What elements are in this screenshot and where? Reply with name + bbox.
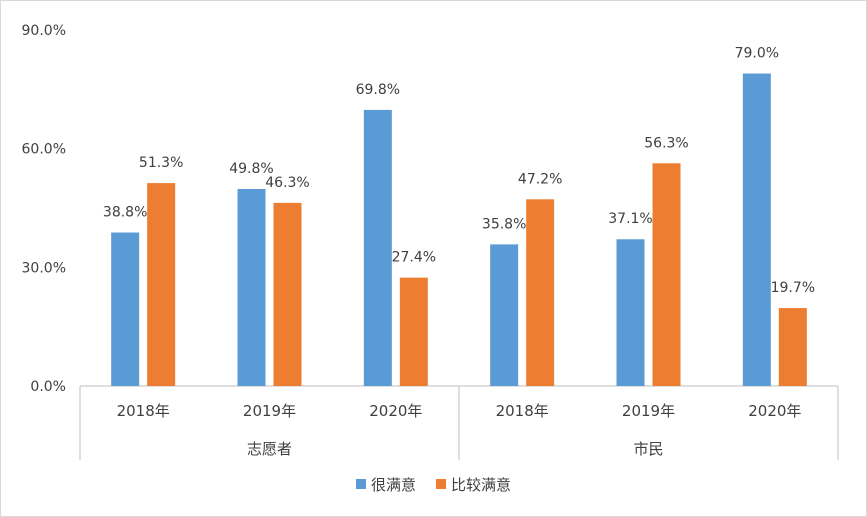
bar-fairly-satisfied <box>526 199 555 386</box>
bar-fairly-satisfied <box>399 277 428 386</box>
y-tick-label: 0.0% <box>30 379 66 395</box>
category-label: 2018年 <box>117 402 170 420</box>
legend-label-very-satisfied: 很满意 <box>371 476 416 494</box>
bar-very-satisfied <box>237 189 266 386</box>
legend-swatch-very-satisfied <box>356 479 366 489</box>
y-tick-label: 30.0% <box>22 260 66 276</box>
group-label: 志愿者 <box>247 440 292 458</box>
data-label: 37.1% <box>608 211 652 227</box>
bar-fairly-satisfied <box>778 308 807 386</box>
data-label: 79.0% <box>735 46 779 62</box>
group-label: 市民 <box>633 440 663 458</box>
y-tick-label: 90.0% <box>22 23 66 39</box>
bar-very-satisfied <box>616 239 645 386</box>
bar-fairly-satisfied <box>273 202 302 386</box>
data-label: 49.8% <box>229 161 273 177</box>
y-tick-label: 60.0% <box>22 142 66 158</box>
data-label: 46.3% <box>265 175 309 191</box>
bar-very-satisfied <box>490 244 519 386</box>
data-label: 27.4% <box>392 250 436 266</box>
bar-fairly-satisfied <box>652 163 681 386</box>
category-label: 2019年 <box>243 402 296 420</box>
bar-very-satisfied <box>111 232 140 386</box>
data-label: 69.8% <box>356 82 400 98</box>
bar-very-satisfied <box>742 73 771 386</box>
data-label: 19.7% <box>771 280 815 296</box>
legend-swatch-fairly-satisfied <box>436 479 446 489</box>
category-label: 2020年 <box>748 402 801 420</box>
data-label: 38.8% <box>103 205 147 221</box>
bar-very-satisfied <box>363 109 392 386</box>
data-label: 56.3% <box>644 135 688 151</box>
bar-fairly-satisfied <box>147 183 176 386</box>
data-label: 35.8% <box>482 216 526 232</box>
category-label: 2020年 <box>369 402 422 420</box>
data-label: 47.2% <box>518 171 562 187</box>
category-label: 2018年 <box>496 402 549 420</box>
category-label: 2019年 <box>622 402 675 420</box>
legend-label-fairly-satisfied: 比较满意 <box>451 476 511 494</box>
data-label: 51.3% <box>139 155 183 171</box>
